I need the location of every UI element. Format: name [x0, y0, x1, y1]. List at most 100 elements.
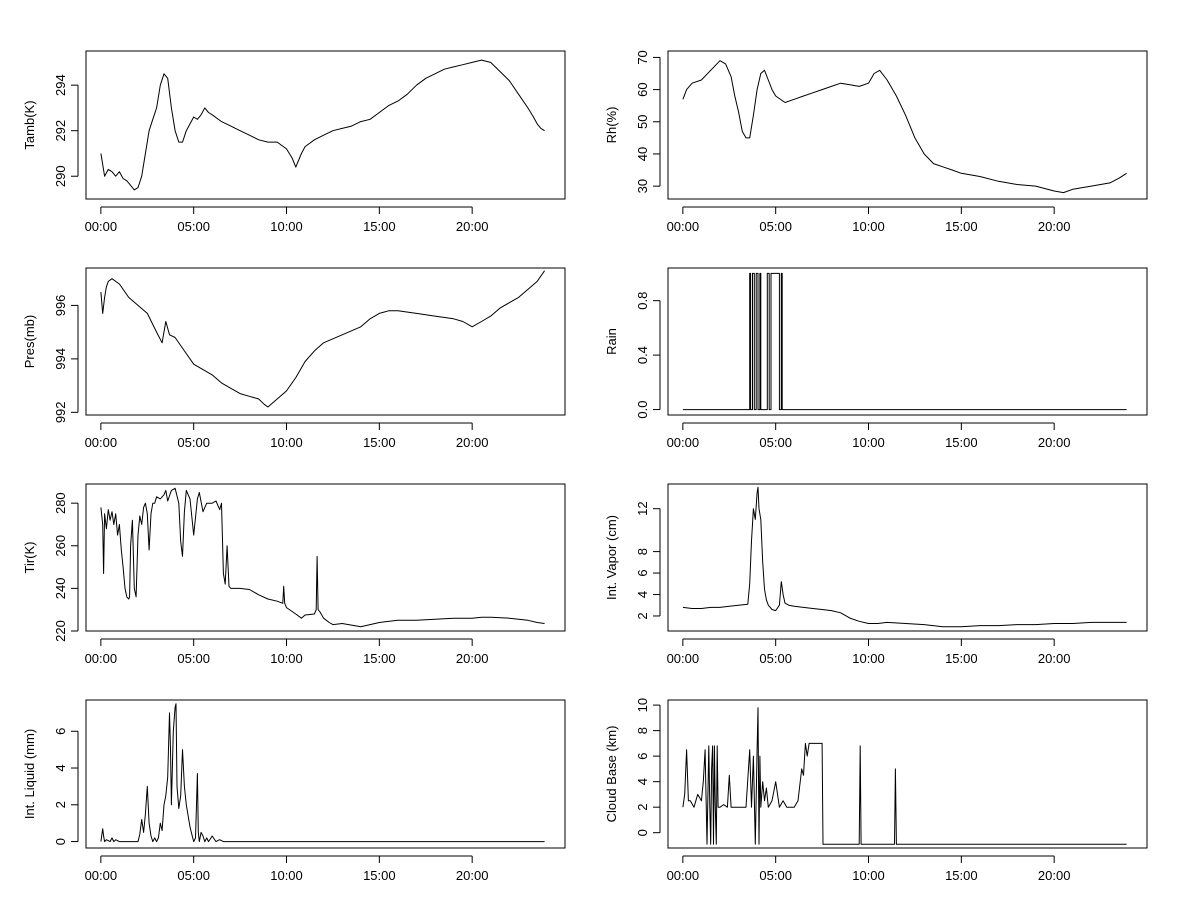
y-tick-label: 0 — [635, 829, 650, 836]
x-tick-label: 10:00 — [270, 435, 303, 450]
y-tick-label: 70 — [635, 50, 650, 64]
y-tick-label: 2 — [635, 804, 650, 811]
x-tick-label: 20:00 — [1038, 435, 1071, 450]
panel-int-vapor: Int. Vapor (cm) 00:00 05:00 10:00 15:00 20:0… — [604, 483, 1148, 666]
y-tick-label: 6 — [53, 728, 68, 735]
y-tick-label: 6 — [635, 753, 650, 760]
y-tick-label: 50 — [635, 115, 650, 129]
y-tick-label: 240 — [53, 578, 68, 600]
tamb-series-line — [100, 59, 545, 191]
x-tick-label: 10:00 — [852, 219, 885, 234]
y-tick-label: 996 — [53, 295, 68, 317]
x-tick-label: 05:00 — [759, 435, 792, 450]
y-tick-label: 10 — [635, 698, 650, 712]
int-vapor-series-line — [682, 486, 1127, 628]
y-tick-label: 280 — [53, 492, 68, 514]
y-axis-label: Tamb(K) — [22, 100, 37, 149]
plot-frame — [667, 699, 1148, 849]
x-tick-label: 05:00 — [177, 219, 210, 234]
pres-series-line — [100, 270, 546, 408]
plot-frame — [667, 483, 1148, 632]
x-tick-label: 00:00 — [667, 651, 700, 666]
y-tick-label: 8 — [635, 548, 650, 555]
plot-frame — [85, 50, 566, 200]
y-tick-label: 0.4 — [635, 346, 650, 364]
y-tick-label: 290 — [53, 165, 68, 187]
x-tick-label: 20:00 — [456, 868, 489, 883]
panel-pres: Pres(mb) 00:00 05:00 10:00 15:00 20:00 992 994… — [22, 267, 566, 450]
x-tick-label: 00:00 — [85, 868, 118, 883]
y-tick-label: 4 — [635, 591, 650, 598]
panel-cloud-base: Cloud Base (km) 00:00 05:00 10:00 15:00 20:0… — [604, 698, 1148, 883]
x-tick-label: 20:00 — [1038, 651, 1071, 666]
x-tick-label: 15:00 — [363, 868, 396, 883]
x-tick-label: 20:00 — [456, 651, 489, 666]
y-tick-label: 220 — [53, 620, 68, 642]
y-tick-label: 0.8 — [635, 292, 650, 310]
x-tick-label: 00:00 — [667, 435, 700, 450]
x-tick-label: 10:00 — [270, 651, 303, 666]
int-liquid-series-line — [100, 703, 545, 843]
x-tick-label: 20:00 — [456, 219, 489, 234]
x-tick-label: 10:00 — [270, 219, 303, 234]
y-tick-label: 4 — [635, 778, 650, 785]
x-tick-label: 15:00 — [363, 651, 396, 666]
x-tick-label: 20:00 — [1038, 219, 1071, 234]
tir-series-line — [100, 487, 545, 628]
plot-frame — [667, 267, 1148, 416]
panel-tir: Tir(K) 00:00 05:00 10:00 15:00 20:00 220 240 26… — [22, 483, 566, 666]
x-tick-label: 15:00 — [945, 868, 978, 883]
plot-frame — [85, 483, 566, 632]
panel-int-liquid: Int. Liquid (mm) 00:00 05:00 10:00 15:00 20:… — [22, 699, 566, 883]
y-tick-label: 12 — [635, 501, 650, 515]
y-axis-label: Rain — [604, 328, 619, 355]
x-tick-label: 00:00 — [667, 868, 700, 883]
y-tick-label: 2 — [53, 801, 68, 808]
panel-rh: Rh(%) 00:00 05:00 10:00 15:00 20:00 30 40 50 60 7… — [604, 50, 1148, 234]
x-tick-label: 15:00 — [363, 219, 396, 234]
plot-frame — [85, 267, 566, 416]
cloud-base-series-line — [682, 707, 1127, 845]
y-axis-label: Tir(K) — [22, 541, 37, 573]
x-tick-label: 00:00 — [85, 435, 118, 450]
x-tick-label: 05:00 — [177, 868, 210, 883]
x-tick-label: 10:00 — [852, 651, 885, 666]
rain-series-line — [682, 272, 1127, 411]
y-axis-label: Rh(%) — [604, 107, 619, 144]
y-tick-label: 994 — [53, 348, 68, 370]
y-tick-label: 30 — [635, 179, 650, 193]
x-tick-label: 05:00 — [759, 651, 792, 666]
y-tick-label: 292 — [53, 120, 68, 142]
x-tick-label: 00:00 — [85, 651, 118, 666]
x-tick-label: 10:00 — [270, 868, 303, 883]
y-tick-label: 2 — [635, 612, 650, 619]
x-tick-label: 05:00 — [177, 651, 210, 666]
y-tick-label: 0 — [53, 838, 68, 845]
x-tick-label: 05:00 — [759, 868, 792, 883]
y-tick-label: 260 — [53, 535, 68, 557]
x-tick-label: 05:00 — [177, 435, 210, 450]
y-axis-label: Int. Vapor (cm) — [604, 515, 619, 600]
x-tick-label: 20:00 — [1038, 868, 1071, 883]
x-tick-label: 10:00 — [852, 868, 885, 883]
x-tick-label: 00:00 — [667, 219, 700, 234]
x-tick-label: 15:00 — [945, 219, 978, 234]
y-tick-label: 0.0 — [635, 401, 650, 419]
x-tick-label: 15:00 — [363, 435, 396, 450]
y-tick-label: 60 — [635, 82, 650, 96]
rh-series-line — [682, 60, 1127, 194]
plot-frame — [667, 50, 1148, 200]
panel-tamb: Tamb(K) 00:00 05:00 10:00 15:00 20:00 290 292 2… — [22, 50, 566, 234]
panel-rain: Rain 00:00 05:00 10:00 15:00 20:00 0.0 0.4 0.8 — [604, 267, 1148, 450]
x-tick-label: 15:00 — [945, 435, 978, 450]
plot-frame — [85, 699, 566, 849]
x-tick-label: 10:00 — [852, 435, 885, 450]
y-tick-label: 992 — [53, 401, 68, 423]
x-tick-label: 15:00 — [945, 651, 978, 666]
y-tick-label: 40 — [635, 147, 650, 161]
y-tick-label: 294 — [53, 74, 68, 96]
y-axis-label: Pres(mb) — [22, 315, 37, 368]
y-tick-label: 8 — [635, 727, 650, 734]
x-tick-label: 00:00 — [85, 219, 118, 234]
